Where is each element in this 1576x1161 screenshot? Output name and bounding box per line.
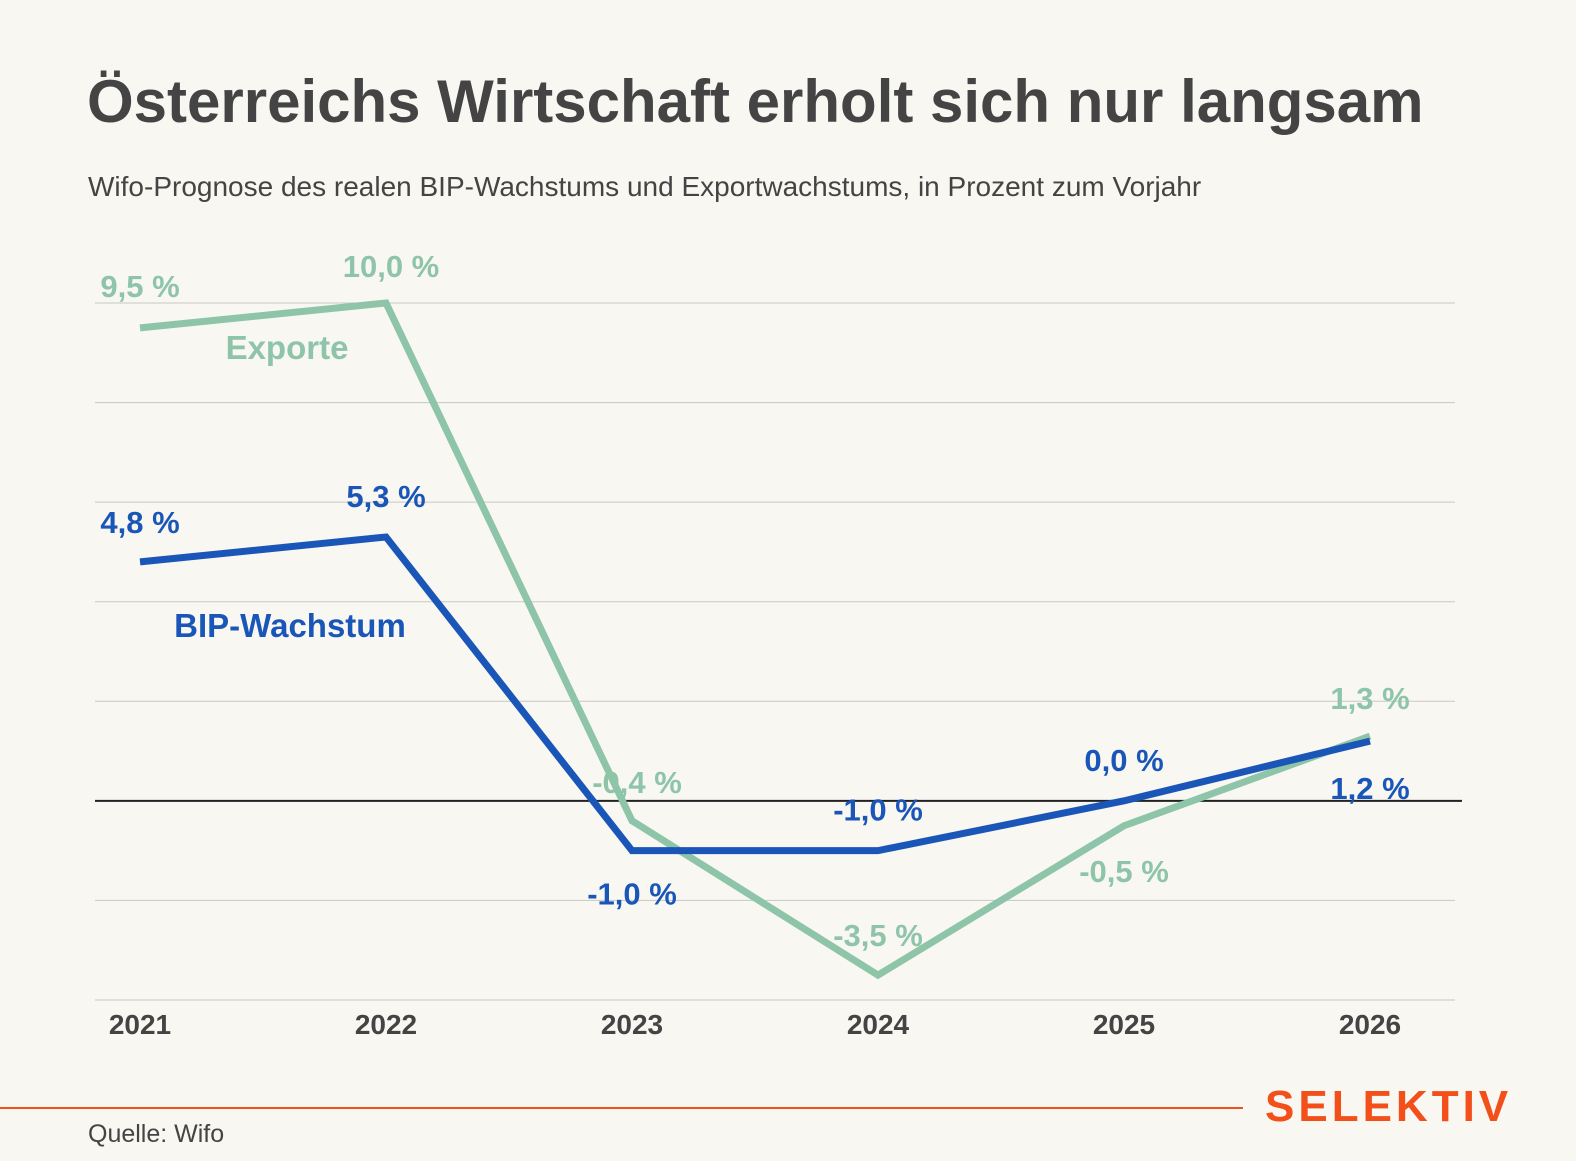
data-label: 4,8 %	[100, 505, 179, 540]
data-label: 9,5 %	[100, 269, 179, 304]
data-label-layer: 9,5 % 10,0 % -0,4 % -3,5 % -0,5 % 1,3 % Export…	[100, 249, 1409, 953]
data-label: 1,3 %	[1330, 681, 1409, 716]
x-tick-label: 2023	[601, 1009, 663, 1040]
series-name-label: Exporte	[226, 329, 349, 366]
data-label: -0,5 %	[1079, 854, 1169, 889]
data-label: -1,0 %	[833, 793, 923, 828]
footer-divider	[0, 1107, 1243, 1109]
data-label: -1,0 %	[587, 877, 677, 912]
x-tick-label: 2024	[847, 1009, 910, 1040]
data-label: 10,0 %	[343, 249, 440, 284]
series-line	[139, 533, 1371, 855]
x-tick-label: 2022	[355, 1009, 417, 1040]
data-label: -3,5 %	[833, 918, 923, 953]
data-label: -0,4 %	[592, 765, 682, 800]
chart-title: Österreichs Wirtschaft erholt sich nur l…	[87, 68, 1424, 135]
data-label: 1,2 %	[1330, 771, 1409, 806]
x-tick-label: 2026	[1339, 1009, 1401, 1040]
series-name-label: BIP-Wachstum	[174, 607, 406, 644]
brand-logo: SELEKTIV	[1265, 1082, 1513, 1131]
data-label: 0,0 %	[1084, 743, 1163, 778]
source-note: Quelle: Wifo	[88, 1120, 225, 1148]
series-layer	[139, 299, 1372, 980]
x-tick-layer: 2021 2022 2023 2024 2025 2026	[109, 1009, 1401, 1040]
grid-layer	[95, 302, 1455, 1001]
x-tick-label: 2025	[1093, 1009, 1155, 1040]
data-label: 5,3 %	[346, 479, 425, 514]
series-line	[139, 299, 1372, 980]
chart-subtitle: Wifo-Prognose des realen BIP-Wachstums u…	[88, 171, 1202, 202]
x-tick-label: 2021	[109, 1009, 171, 1040]
